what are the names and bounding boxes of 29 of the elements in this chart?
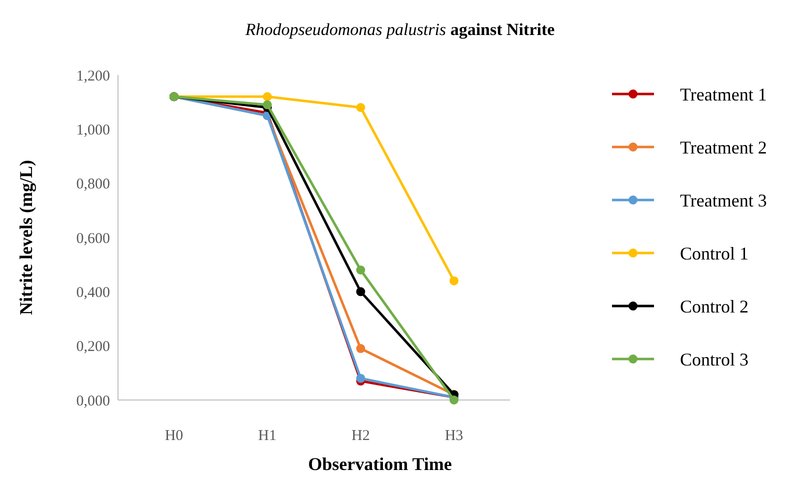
y-tick-label: 0,000 bbox=[76, 393, 110, 410]
y-tick-label: 0,800 bbox=[76, 176, 110, 193]
legend-label: Control 1 bbox=[680, 243, 749, 264]
point bbox=[356, 287, 366, 296]
y-tick-label: 0,600 bbox=[76, 230, 110, 247]
point bbox=[356, 103, 366, 112]
point bbox=[356, 374, 366, 383]
x-tick-label: H3 bbox=[444, 428, 464, 444]
y-axis-title: Nitrite levels (mg/L) bbox=[16, 160, 36, 315]
x-tick-label: H0 bbox=[164, 428, 184, 444]
point bbox=[262, 92, 272, 102]
point bbox=[450, 276, 458, 286]
legend-label: Control 2 bbox=[680, 296, 749, 316]
legend-label: Control 3 bbox=[680, 349, 749, 370]
point bbox=[262, 100, 272, 110]
y-tick-label: 1,000 bbox=[76, 122, 110, 138]
point bbox=[356, 266, 366, 274]
point bbox=[450, 396, 458, 404]
chart-title: Rhodopseudomonas palustris against Nitrite bbox=[244, 20, 556, 39]
point bbox=[356, 344, 366, 354]
x-tick-label: H1 bbox=[258, 428, 277, 444]
y-tick-label: 1,200 bbox=[76, 68, 110, 84]
legend-label: Treatment 3 bbox=[680, 190, 767, 210]
x-tick-label: H2 bbox=[351, 428, 370, 444]
y-tick-label: 0,400 bbox=[76, 284, 110, 301]
legend-label: Treatment 2 bbox=[680, 137, 767, 158]
legend-label: Treatment 1 bbox=[680, 84, 767, 104]
x-axis-title: Observatiom Time bbox=[308, 454, 452, 474]
y-tick-label: 0,200 bbox=[76, 339, 110, 356]
